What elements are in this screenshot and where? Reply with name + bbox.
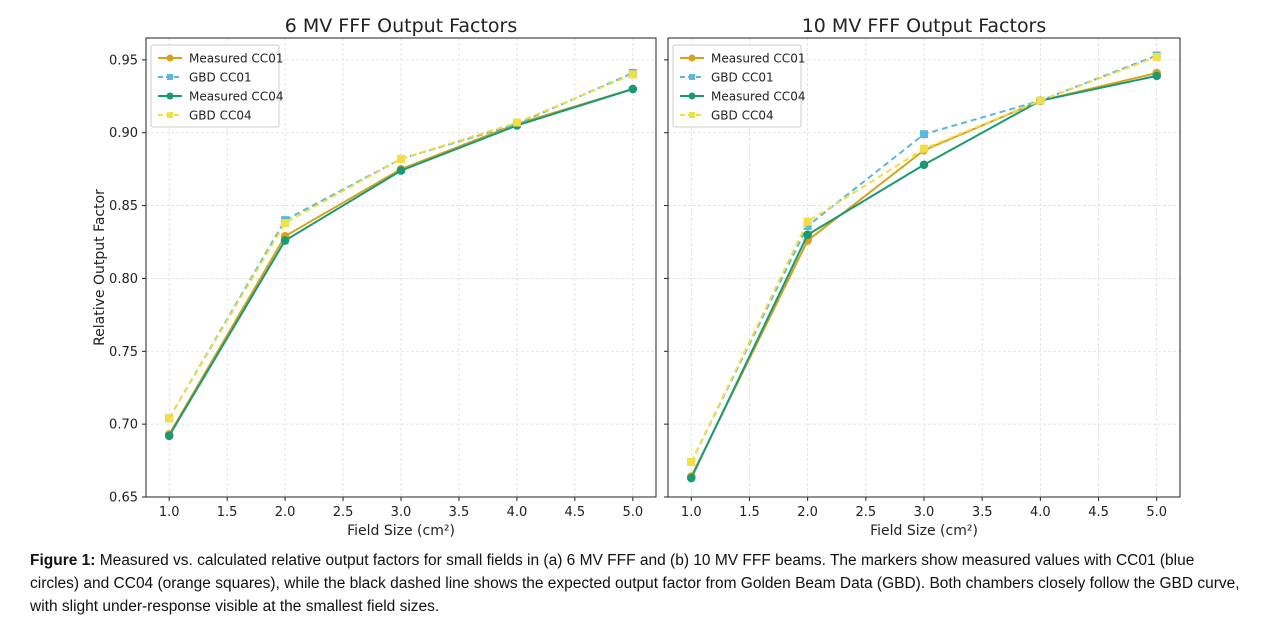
x-tick-label: 1.0 — [681, 505, 702, 520]
caption-text: Measured vs. calculated relative output … — [30, 552, 1240, 615]
legend-label: Measured CC04 — [189, 90, 283, 104]
legend-marker — [689, 112, 695, 118]
data-point — [1036, 96, 1045, 105]
data-point — [628, 84, 638, 94]
data-point — [281, 219, 290, 228]
x-tick-label: 4.5 — [565, 505, 586, 520]
x-tick-label: 1.5 — [739, 505, 760, 520]
x-tick-label: 5.0 — [622, 505, 643, 520]
legend-label: GBD CC01 — [711, 71, 774, 85]
legend-label: GBD CC01 — [189, 71, 252, 85]
data-point — [1152, 52, 1161, 61]
data-point — [920, 144, 928, 153]
series-line-gbd-cc04 — [168, 73, 634, 419]
data-point — [687, 458, 696, 467]
y-tick-label: 0.80 — [109, 272, 138, 287]
data-point — [803, 217, 812, 226]
data-point — [397, 154, 405, 163]
legend-marker — [689, 74, 695, 80]
y-axis-label: Relative Output Factor — [92, 189, 108, 346]
data-point — [164, 431, 174, 441]
legend-label: GBD CC04 — [711, 109, 774, 123]
y-tick-label: 0.90 — [109, 126, 138, 141]
legend-label: Measured CC04 — [711, 90, 805, 104]
data-point — [686, 473, 696, 483]
y-tick-label: 0.95 — [109, 53, 138, 68]
y-tick-label: 0.75 — [109, 345, 138, 360]
x-tick-label: 5.0 — [1146, 505, 1167, 520]
y-tick-label: 0.70 — [109, 418, 138, 433]
legend-marker — [167, 112, 173, 118]
legend-label: Measured CC01 — [189, 52, 283, 66]
legend-label: GBD CC04 — [189, 109, 252, 123]
x-tick-label: 2.0 — [797, 505, 818, 520]
x-tick-label: 4.5 — [1088, 505, 1109, 520]
legend-box — [150, 44, 280, 128]
y-tick-label: 0.65 — [109, 491, 138, 506]
figure-caption: Figure 1: Measured vs. calculated relati… — [30, 549, 1245, 618]
data-point — [628, 70, 637, 79]
x-tick-label: 3.0 — [391, 505, 412, 520]
legend-marker — [166, 92, 174, 100]
chart-10mv-fff: 1.0 1.5 2.0 2.5 3.0 3.5 4.0 4.5 5.0 10 MV FFF Out… — [664, 15, 1181, 539]
x-tick-label: 2.0 — [275, 505, 296, 520]
x-tick-label: 1.5 — [217, 505, 238, 520]
legend-marker — [688, 54, 696, 62]
data-point — [1152, 71, 1162, 81]
x-tick-label: 1.0 — [159, 505, 180, 520]
legend-box — [672, 44, 802, 128]
x-tick-label: 3.5 — [449, 505, 470, 520]
x-axis-label: Field Size (cm²) — [347, 523, 455, 539]
x-tick-label: 2.5 — [855, 505, 876, 520]
x-tick-label: 4.0 — [507, 505, 528, 520]
data-point — [803, 230, 812, 240]
data-point — [920, 130, 928, 139]
x-tick-label: 3.0 — [914, 505, 935, 520]
x-tick-label: 2.5 — [333, 505, 354, 520]
caption-label: Figure 1: — [30, 552, 96, 569]
chart-6mv-fff: 1.0 1.5 2.0 2.5 3.0 3.5 4.0 4.5 5.0 0.65 0.70 0.75 0… — [92, 15, 657, 539]
chart-title: 10 MV FFF Output Factors — [802, 15, 1047, 37]
data-point — [512, 118, 521, 127]
data-point — [280, 236, 290, 245]
x-tick-label: 3.5 — [972, 505, 993, 520]
y-tick-label: 0.85 — [109, 199, 138, 214]
data-point — [165, 414, 174, 423]
legend-marker — [166, 54, 174, 62]
data-point — [396, 166, 406, 175]
legend-label: Measured CC01 — [711, 52, 805, 66]
legend-marker — [167, 74, 173, 80]
x-tick-label: 4.0 — [1030, 505, 1051, 520]
legend-marker — [688, 92, 696, 100]
chart-title: 6 MV FFF Output Factors — [285, 15, 517, 37]
data-point — [919, 160, 929, 170]
x-axis-label: Field Size (cm²) — [870, 523, 978, 539]
